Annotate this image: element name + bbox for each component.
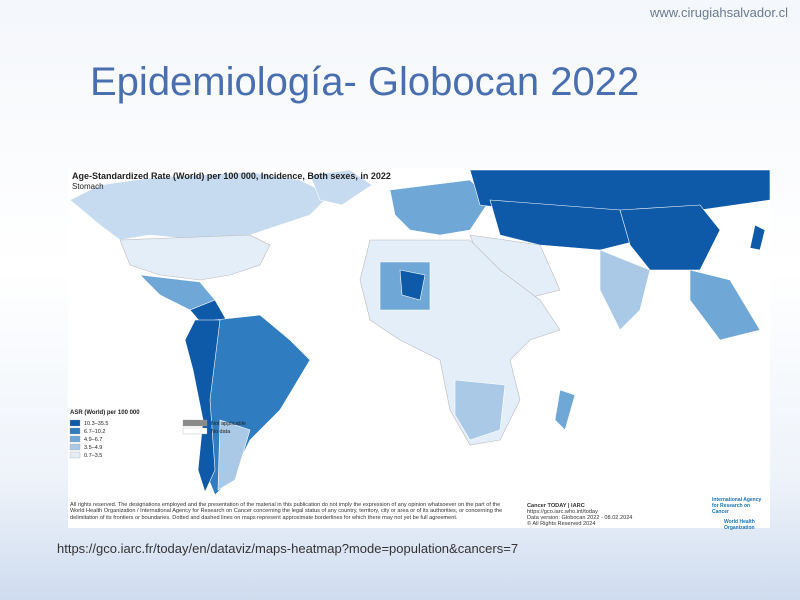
legend-label: 6.7–10.2 bbox=[84, 429, 105, 435]
legend-label: 3.5–4.9 bbox=[84, 445, 102, 451]
europe bbox=[389, 179, 491, 236]
source: Cancer TODAY | IARC https://gco.iarc.who… bbox=[527, 503, 632, 527]
legend-swatch bbox=[182, 419, 208, 427]
legend-label: 4.9–6.7 bbox=[84, 437, 102, 443]
madagascar bbox=[554, 389, 576, 431]
map-title: Age-Standardized Rate (World) per 100 00… bbox=[72, 171, 391, 181]
legend: ASR (World) per 100 000 10.3–35.5 6.7–10.2… bbox=[69, 410, 246, 459]
legend-swatch bbox=[182, 427, 208, 435]
legend-label: Not applicable bbox=[211, 421, 246, 427]
source-line: © All Rights Reserved 2024 bbox=[527, 521, 596, 527]
india bbox=[599, 249, 651, 331]
southern-africa bbox=[454, 379, 506, 441]
map-subtitle: Stomach bbox=[72, 182, 104, 191]
logo-text: World Health Organization bbox=[724, 519, 755, 531]
logo-text: International Agency for Research on Can… bbox=[712, 497, 762, 515]
legend-swatch bbox=[69, 451, 81, 459]
legend-swatch bbox=[69, 427, 81, 435]
source-url: https://gco.iarc.fr/today/en/dataviz/map… bbox=[57, 541, 519, 556]
argentina bbox=[217, 419, 251, 491]
legend-label: 10.3–35.5 bbox=[84, 421, 108, 427]
source-line: Data version: Globocan 2022 - 08.02.2024 bbox=[527, 515, 633, 521]
greenland bbox=[309, 169, 373, 206]
japan bbox=[749, 224, 766, 251]
countries bbox=[69, 169, 771, 496]
andes bbox=[184, 319, 221, 493]
legend-label: No data bbox=[211, 429, 231, 435]
usa bbox=[119, 234, 271, 281]
legend-swatch bbox=[69, 435, 81, 443]
legend-title: ASR (World) per 100 000 bbox=[70, 410, 140, 416]
logo: International Agency for Research on Can… bbox=[712, 497, 768, 531]
site-name: www.cirugiahsalvador.cl bbox=[649, 5, 788, 20]
slide-title: Epidemiología- Globocan 2022 bbox=[90, 60, 640, 104]
legend-label: 0.7–3.5 bbox=[84, 453, 102, 459]
disclaimer: All rights reserved. The designations em… bbox=[70, 502, 503, 521]
source-line: https://gco.iarc.who.int/today bbox=[527, 509, 598, 515]
legend-swatch bbox=[69, 443, 81, 451]
southeast-asia bbox=[689, 269, 761, 341]
source-line: Cancer TODAY | IARC bbox=[527, 503, 585, 509]
legend-swatch bbox=[69, 419, 81, 427]
canada bbox=[69, 171, 331, 241]
mali bbox=[399, 269, 426, 301]
china bbox=[619, 204, 721, 271]
